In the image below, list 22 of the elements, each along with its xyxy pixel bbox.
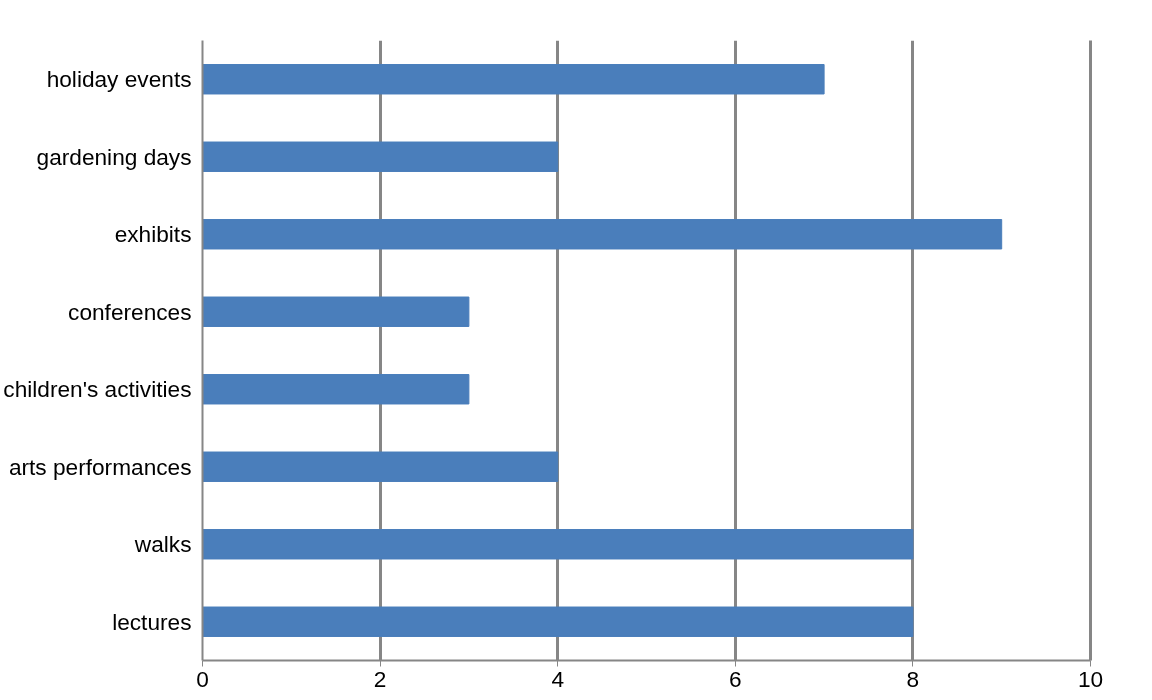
bar [202,606,914,637]
bar [202,296,470,327]
y-tick-label: children's activities [3,376,192,403]
bar [202,64,825,95]
bar [202,141,559,172]
x-tick-label: 0 [196,665,209,692]
y-tick-label: gardening days [36,143,192,170]
y-tick-label: lectures [112,608,192,635]
y-tick-label: conferences [68,298,192,325]
bar [202,219,1003,250]
x-tick-label: 2 [373,665,387,692]
bar [202,451,559,482]
x-tick-label: 6 [729,665,742,692]
y-tick-label: exhibits [114,221,192,248]
x-tick-label: 8 [906,665,920,692]
x-tick-label: 4 [551,665,565,692]
y-tick-label: walks [133,531,192,558]
x-tick-label: 10 [1077,665,1104,692]
bar [202,529,914,560]
bar [202,374,470,405]
y-tick-label: arts performances [8,453,192,480]
y-tick-label: holiday events [46,66,192,93]
